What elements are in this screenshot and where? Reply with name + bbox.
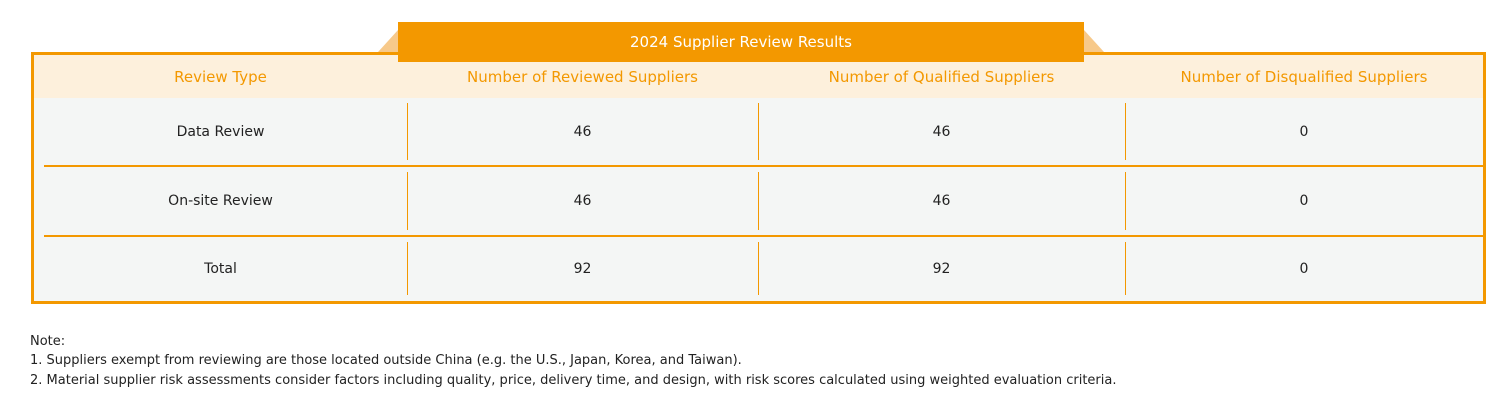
table-cell: 0 [1299, 260, 1309, 277]
column-divider [407, 242, 408, 295]
table-cell: 92 [932, 260, 951, 277]
column-divider [758, 103, 759, 160]
table-cell: 46 [932, 123, 951, 140]
header-cell: Number of Qualified Suppliers [828, 67, 1055, 86]
column-divider [407, 103, 408, 160]
table-cell: Total [204, 260, 237, 277]
table-title: 2024 Supplier Review Results [398, 22, 1084, 62]
note-item: 1. Suppliers exempt from reviewing are t… [30, 353, 742, 368]
table-cell: 0 [1299, 123, 1309, 140]
table-cell: 46 [932, 193, 951, 209]
table-cell: 0 [1299, 193, 1309, 209]
table-cell: 46 [573, 193, 592, 209]
tab-wing [1084, 30, 1104, 52]
column-divider [1125, 172, 1126, 230]
table-cell: Data Review [176, 123, 265, 140]
note-heading: Note: [30, 334, 66, 349]
column-divider [758, 172, 759, 230]
table-cell: 92 [573, 260, 592, 277]
column-divider [758, 242, 759, 295]
row-divider [44, 165, 1483, 167]
table-cell: On-site Review [168, 193, 273, 209]
header-cell: Review Type [174, 67, 267, 86]
column-divider [407, 172, 408, 230]
column-divider [1125, 242, 1126, 295]
table-cell: 46 [573, 123, 592, 140]
tab-wing [378, 30, 398, 52]
header-row [34, 55, 1483, 98]
row-divider [44, 235, 1483, 237]
header-cell: Number of Disqualified Suppliers [1180, 67, 1428, 86]
note-item: 2. Material supplier risk assessments co… [30, 373, 1117, 388]
header-cell: Number of Reviewed Suppliers [467, 67, 698, 86]
column-divider [1125, 103, 1126, 160]
